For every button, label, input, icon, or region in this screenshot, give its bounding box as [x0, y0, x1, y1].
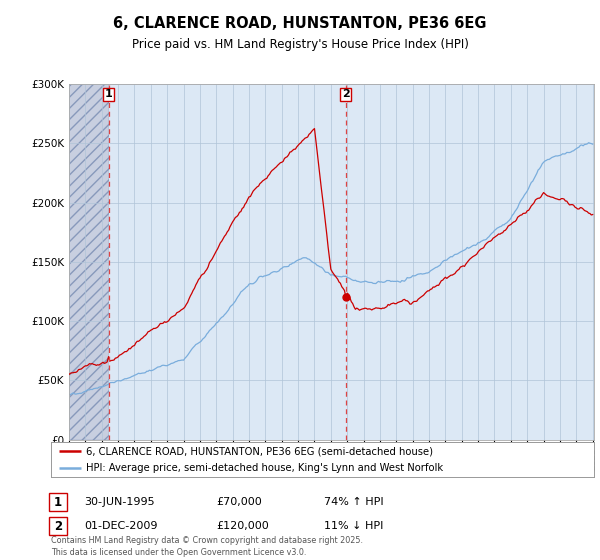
- Text: 1: 1: [54, 496, 62, 509]
- Text: 30-JUN-1995: 30-JUN-1995: [84, 497, 155, 507]
- Text: 01-DEC-2009: 01-DEC-2009: [84, 521, 157, 531]
- Text: 6, CLARENCE ROAD, HUNSTANTON, PE36 6EG: 6, CLARENCE ROAD, HUNSTANTON, PE36 6EG: [113, 16, 487, 31]
- Text: 2: 2: [54, 520, 62, 533]
- Text: 2: 2: [342, 90, 350, 99]
- Text: Contains HM Land Registry data © Crown copyright and database right 2025.
This d: Contains HM Land Registry data © Crown c…: [51, 536, 363, 557]
- Text: £120,000: £120,000: [216, 521, 269, 531]
- Text: Price paid vs. HM Land Registry's House Price Index (HPI): Price paid vs. HM Land Registry's House …: [131, 38, 469, 51]
- Text: £70,000: £70,000: [216, 497, 262, 507]
- Text: 6, CLARENCE ROAD, HUNSTANTON, PE36 6EG (semi-detached house): 6, CLARENCE ROAD, HUNSTANTON, PE36 6EG (…: [86, 446, 433, 456]
- Text: 74% ↑ HPI: 74% ↑ HPI: [324, 497, 383, 507]
- Text: 1: 1: [104, 90, 112, 99]
- Bar: [69, 84, 109, 440]
- Bar: [109, 84, 594, 440]
- Text: 11% ↓ HPI: 11% ↓ HPI: [324, 521, 383, 531]
- Text: HPI: Average price, semi-detached house, King's Lynn and West Norfolk: HPI: Average price, semi-detached house,…: [86, 464, 443, 473]
